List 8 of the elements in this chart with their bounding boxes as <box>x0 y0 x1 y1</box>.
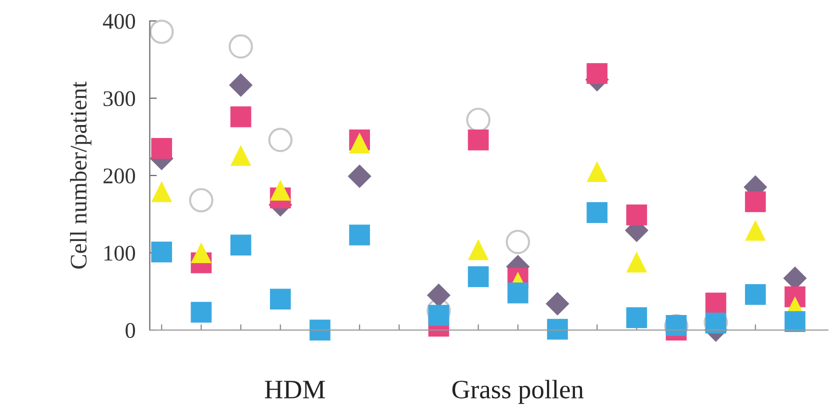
y-tick-label: 100 <box>104 246 136 261</box>
y-tick-label: 0 <box>126 322 136 338</box>
y-tick-label: 400 <box>102 14 136 29</box>
text: Grass pollen <box>452 380 584 404</box>
y-tick-label: 200 <box>104 168 136 184</box>
y-axis-title: Cell number/patient <box>70 82 92 269</box>
text: HDM <box>264 380 325 398</box>
y-tick-label: 300 <box>104 91 136 106</box>
